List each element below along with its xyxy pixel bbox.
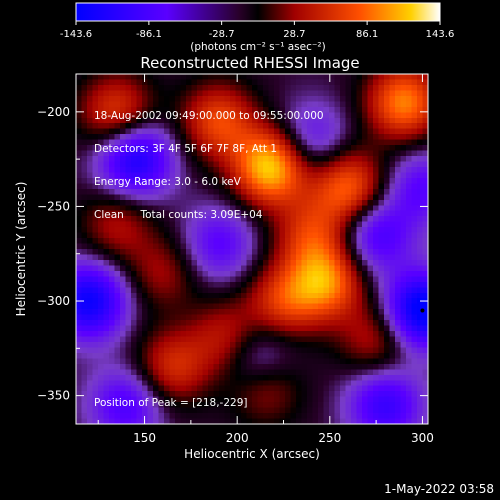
axis-ticks: 150 200 250 300 −200 −250 −300 −350: [37, 74, 434, 445]
timestamp: 1-May-2022 03:58: [384, 482, 494, 496]
colorbar-tick-label: -143.6: [60, 29, 92, 40]
x-axis-label: Heliocentric X (arcsec): [184, 447, 320, 461]
colorbar-tick-label: -86.1: [136, 29, 162, 40]
x-tick-label: 250: [318, 431, 341, 445]
colorbar: [75, 2, 441, 22]
y-tick-label: −350: [37, 389, 70, 403]
x-tick-label: 200: [226, 431, 249, 445]
time-range-text: 18-Aug-2002 09:49:00.000 to 09:55:00.000: [94, 110, 324, 122]
heatmap-image: [76, 74, 428, 424]
x-tick-label: 300: [411, 431, 434, 445]
colorbar-tick-label: 28.7: [283, 29, 305, 40]
y-tick-label: −300: [37, 294, 70, 308]
colorbar-tick-label: 143.6: [426, 29, 455, 40]
x-tick-label: 150: [133, 431, 156, 445]
colorbar-unit-label: (photons cm⁻² s⁻¹ asec⁻²): [190, 41, 325, 53]
y-axis-label: Heliocentric Y (arcsec): [14, 182, 28, 317]
y-tick-label: −200: [37, 105, 70, 119]
chart-title: Reconstructed RHESSI Image: [140, 54, 359, 72]
energy-range-text: Energy Range: 3.0 - 6.0 keV: [94, 176, 241, 188]
y-tick-label: −250: [37, 199, 70, 213]
detectors-text: Detectors: 3F 4F 5F 6F 7F 8F, Att 1: [94, 143, 278, 155]
colorbar-ticks: -143.6 -86.1 -28.7 28.7 86.1 143.6: [60, 21, 454, 40]
plot-frame: [75, 73, 429, 425]
observation-info: 18-Aug-2002 09:49:00.000 to 09:55:00.000…: [94, 89, 324, 232]
clean-counts-text: Clean Total counts: 3.09E+04: [94, 209, 263, 221]
colorbar-tick-label: 86.1: [356, 29, 378, 40]
peak-marker: [420, 308, 425, 313]
colorbar-tick-label: -28.7: [209, 29, 235, 40]
peak-position-text: Position of Peak = [218,-229]: [94, 397, 248, 409]
